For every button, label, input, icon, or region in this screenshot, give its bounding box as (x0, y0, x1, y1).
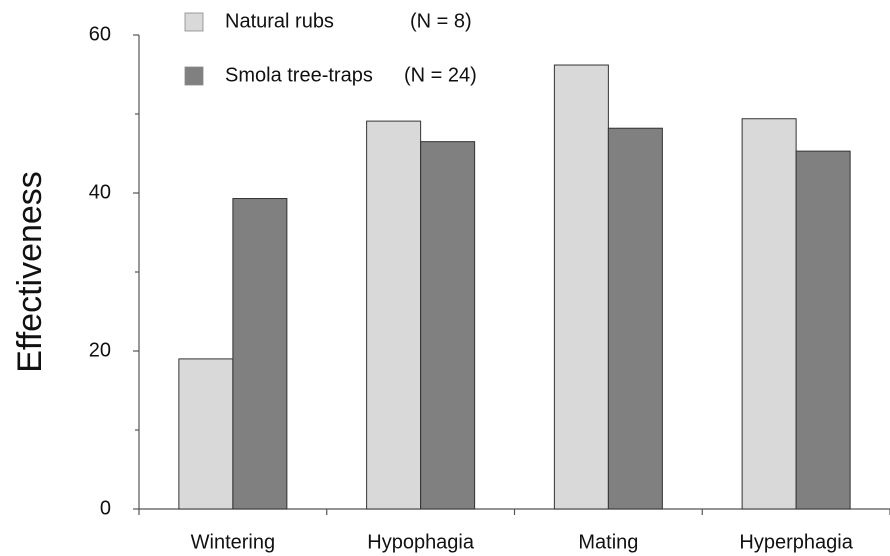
bar (178, 358, 234, 510)
legend-sample: (N = 8) (410, 10, 472, 32)
y-tick-label: 40 (89, 181, 111, 203)
bar (232, 198, 288, 510)
legend-label: Natural rubs (225, 10, 334, 32)
x-tick-label: Wintering (191, 531, 275, 553)
x-tick-label: Hyperphagia (739, 531, 853, 553)
x-tick-label: Hypophagia (367, 531, 475, 553)
bar (366, 120, 422, 510)
bar (795, 150, 851, 510)
bar (420, 141, 476, 510)
bar (741, 118, 797, 510)
legend-swatch (184, 12, 204, 32)
bar (607, 127, 663, 510)
bar (553, 64, 609, 510)
legend-swatch (184, 66, 204, 86)
y-tick-label: 20 (89, 339, 111, 361)
y-tick-label: 60 (89, 23, 111, 45)
x-tick-label: Mating (578, 531, 638, 553)
y-tick-label: 0 (100, 497, 111, 519)
legend-label: Smola tree-traps (225, 64, 373, 86)
legend-sample: (N = 24) (404, 64, 477, 86)
y-axis-label: Effectiveness (11, 171, 49, 373)
